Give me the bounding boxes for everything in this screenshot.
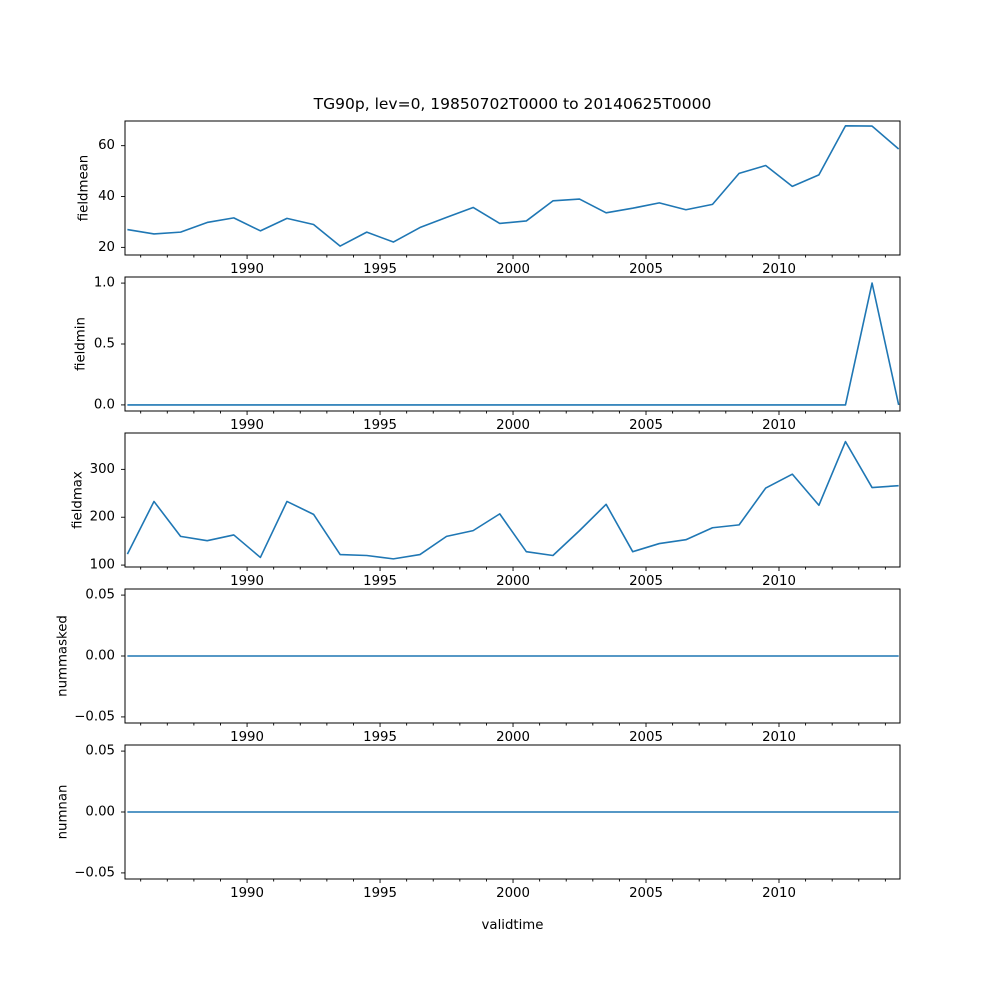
x-tick-label: 1995 — [363, 574, 397, 589]
x-tick-label: 2010 — [762, 262, 796, 277]
x-tick-label: 2000 — [496, 262, 530, 277]
y-tick-label: 200 — [90, 510, 115, 525]
axes-frame — [124, 432, 901, 568]
x-tick-label: 1995 — [363, 886, 397, 901]
y-axis-label-nummasked: nummasked — [56, 615, 71, 697]
data-line-fieldmean — [127, 125, 900, 247]
x-tick-label: 2005 — [629, 886, 663, 901]
y-tick-label: 0.5 — [94, 337, 115, 352]
axes-frame — [124, 744, 901, 880]
x-tick-label: 1990 — [230, 418, 264, 433]
subplot-fieldmean: 1990 1995 2000 2005 2010 20 40 60 fieldmean — [77, 120, 901, 277]
x-tick-label: 1990 — [230, 574, 264, 589]
x-axis-label: validtime — [482, 918, 544, 933]
y-axis-label-fieldmax: fieldmax — [71, 471, 86, 529]
y-tick-label: 20 — [98, 240, 115, 255]
x-tick-label: 1990 — [230, 262, 264, 277]
x-tick-label: 1995 — [363, 730, 397, 745]
subplot-nummasked: 1990 1995 2000 2005 2010 −0.05 0.00 0.05 nummask… — [56, 588, 901, 745]
y-tick-label: −0.05 — [74, 865, 115, 880]
y-tick-label: 40 — [98, 189, 115, 204]
subplot-numnan: 1990 1995 2000 2005 2010 −0.05 0.00 0.05 numnan — [56, 744, 901, 901]
chart-title: TG90p, lev=0, 19850702T0000 to 20140625T… — [313, 95, 712, 113]
x-tick-label: 2010 — [762, 418, 796, 433]
axes-frame — [124, 120, 901, 256]
x-tick-label: 2000 — [496, 574, 530, 589]
x-tick-label: 2000 — [496, 730, 530, 745]
x-tick-label: 1995 — [363, 418, 397, 433]
y-tick-label: −0.05 — [74, 709, 115, 724]
y-tick-label: 0.05 — [85, 744, 115, 759]
x-tick-label: 2010 — [762, 574, 796, 589]
x-tick-label: 2010 — [762, 730, 796, 745]
x-tick-label: 2010 — [762, 886, 796, 901]
y-tick-label: 0.00 — [85, 649, 115, 664]
data-line-fieldmin — [127, 282, 900, 406]
x-tick-label: 1990 — [230, 886, 264, 901]
y-tick-label: 300 — [90, 462, 115, 477]
y-axis-label-numnan: numnan — [56, 785, 71, 840]
subplot-fieldmin: 1990 1995 2000 2005 2010 0.0 0.5 1.0 fieldmin — [74, 276, 901, 433]
y-tick-label: 0.0 — [94, 397, 115, 412]
y-axis-label-fieldmin: fieldmin — [74, 317, 89, 371]
x-tick-label: 2005 — [629, 262, 663, 277]
y-tick-label: 0.00 — [85, 805, 115, 820]
y-tick-label: 100 — [90, 558, 115, 573]
axes-frame — [124, 588, 901, 724]
y-tick-label: 0.05 — [85, 588, 115, 603]
x-tick-label: 2000 — [496, 886, 530, 901]
y-tick-label: 60 — [98, 138, 115, 153]
x-tick-label: 1995 — [363, 262, 397, 277]
axes-frame — [124, 276, 901, 412]
x-tick-label: 1990 — [230, 730, 264, 745]
subplot-fieldmax: 1990 1995 2000 2005 2010 100 200 300 fieldmax — [71, 432, 901, 589]
x-tick-label: 2005 — [629, 574, 663, 589]
y-tick-label: 1.0 — [94, 276, 115, 291]
x-tick-label: 2005 — [629, 418, 663, 433]
y-axis-label-fieldmean: fieldmean — [77, 155, 92, 221]
x-tick-label: 2005 — [629, 730, 663, 745]
x-tick-label: 2000 — [496, 418, 530, 433]
data-line-fieldmax — [126, 440, 899, 560]
